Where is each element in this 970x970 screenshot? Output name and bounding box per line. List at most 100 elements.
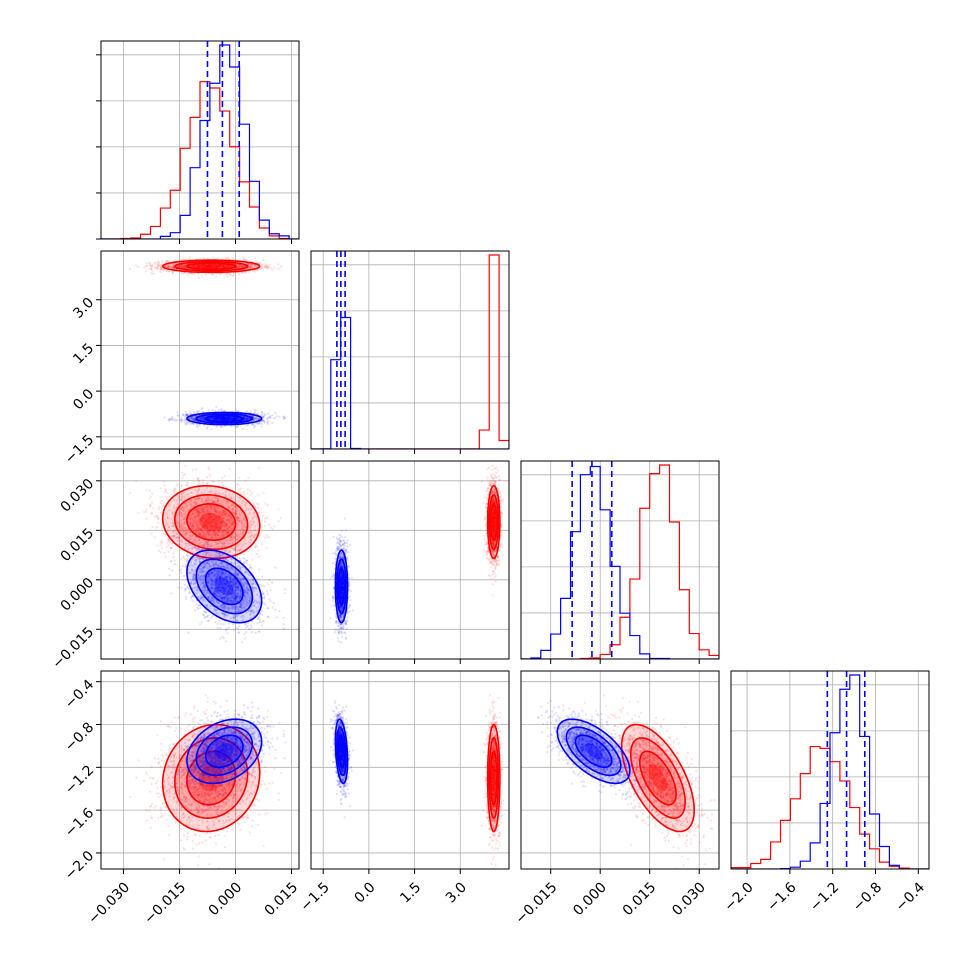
contour-line-2 (186, 503, 237, 541)
contour-line-2 (489, 750, 498, 806)
scatter-panel-2-1 (310, 460, 510, 664)
density-fill-0 (186, 719, 262, 784)
contour-line-0 (186, 718, 263, 785)
histogram-series-1 (311, 316, 509, 449)
density-fill-2 (205, 415, 243, 422)
panel-frame (100, 670, 300, 870)
contour-line-1 (173, 260, 249, 272)
panel-frame (520, 460, 720, 660)
contour-line-1 (336, 726, 347, 777)
x-tick-label: 0.015 (262, 879, 302, 919)
histogram-panel-2 (520, 460, 720, 664)
x-tick-label: −1.2 (807, 879, 842, 914)
density-fill-2 (205, 568, 243, 605)
density-fill-3 (339, 577, 343, 596)
panel-frame (100, 250, 300, 450)
histogram-series-0 (311, 254, 509, 449)
histogram-panel-0 (96, 40, 300, 244)
contour-line-2 (337, 734, 346, 769)
y-tick-label: −1.2 (62, 762, 97, 797)
x-tick-label: 0.015 (620, 879, 660, 919)
contour-line-1 (195, 558, 254, 615)
histogram-series-1 (731, 674, 929, 869)
density-fill-3 (214, 577, 234, 596)
scatter-panel-3-0 (96, 670, 300, 874)
x-tick-label: −0.015 (141, 879, 189, 927)
density-fill-2 (205, 735, 243, 768)
density-fill-3 (492, 764, 496, 792)
contour-line-1 (488, 737, 500, 820)
histogram-panel-1 (310, 250, 510, 454)
density-fill-2 (575, 735, 612, 768)
contour-line-1 (630, 737, 686, 820)
density-fill-2 (490, 751, 497, 805)
density-fill-3 (492, 513, 496, 532)
x-tick-label: 0.000 (570, 879, 610, 919)
contour-line-1 (565, 726, 622, 777)
x-tick-label: 0.030 (669, 879, 709, 919)
density-fill-3 (214, 743, 234, 760)
y-tick-label: −1.5 (62, 432, 97, 467)
contour-line-0 (161, 485, 261, 560)
density-fill-3 (339, 743, 343, 760)
x-tick-label: 3.0 (443, 879, 470, 906)
density-fill-1 (566, 727, 621, 776)
x-tick-label: −2.0 (721, 879, 756, 914)
scatter-points-series-0 (129, 464, 299, 597)
x-tick-label: −1.5 (298, 879, 333, 914)
x-tick-label: 0.0 (352, 879, 379, 906)
contour-line-0 (186, 549, 263, 624)
density-fill-3 (199, 264, 224, 268)
density-fill-3 (584, 743, 603, 760)
x-tick-label: 0.000 (206, 879, 246, 919)
density-fill-2 (186, 263, 236, 270)
x-tick-label: −0.8 (850, 879, 885, 914)
histogram-series-1 (101, 44, 299, 239)
contour-line-1 (336, 558, 347, 615)
contour-line-0 (620, 723, 695, 833)
y-tick-label: −0.8 (62, 719, 97, 754)
panel-frame (100, 40, 300, 240)
density-fill-2 (490, 503, 497, 541)
density-fill-2 (639, 751, 677, 805)
x-tick-label: −0.015 (513, 879, 561, 927)
contour-line-1 (173, 493, 249, 551)
y-tick-label: −0.4 (62, 677, 97, 712)
y-tick-label: 1.5 (70, 340, 97, 367)
y-tick-label: −2.0 (62, 848, 97, 883)
y-tick-label: 3.0 (70, 295, 97, 322)
x-tick-label: −0.4 (893, 879, 928, 914)
scatter-panel-2-0 (96, 460, 300, 664)
density-fill-0 (186, 550, 262, 623)
histogram-series-0 (521, 464, 719, 659)
density-fill-3 (199, 764, 224, 792)
panel-frame (310, 250, 510, 450)
density-fill-0 (557, 719, 630, 784)
contour-line-2 (639, 750, 677, 806)
density-fill-2 (338, 568, 345, 605)
density-fill-1 (196, 727, 253, 776)
contour-line-2 (186, 262, 237, 271)
density-fill-1 (630, 737, 686, 819)
contour-line-2 (204, 567, 244, 606)
scatter-panel-1-0 (96, 250, 300, 454)
y-tick-label: 0.015 (58, 525, 98, 565)
contour-line-0 (334, 549, 349, 624)
contour-line-0 (334, 718, 349, 785)
panel-frame (520, 670, 720, 870)
contour-line-2 (186, 750, 237, 806)
contour-line-1 (488, 493, 500, 551)
histogram-series-0 (101, 81, 299, 239)
histogram-panel-3 (730, 670, 930, 874)
density-fill-2 (186, 503, 236, 541)
contour-line-2 (204, 734, 244, 769)
y-tick-label: 0.030 (58, 476, 98, 516)
scatter-panel-3-1 (310, 670, 510, 874)
y-tick-label: −0.015 (49, 624, 97, 672)
contour-line-0 (486, 484, 501, 560)
density-fill-0 (621, 724, 695, 832)
y-tick-label: −1.6 (62, 805, 97, 840)
contour-line-1 (195, 726, 254, 777)
density-fill-2 (186, 751, 236, 805)
